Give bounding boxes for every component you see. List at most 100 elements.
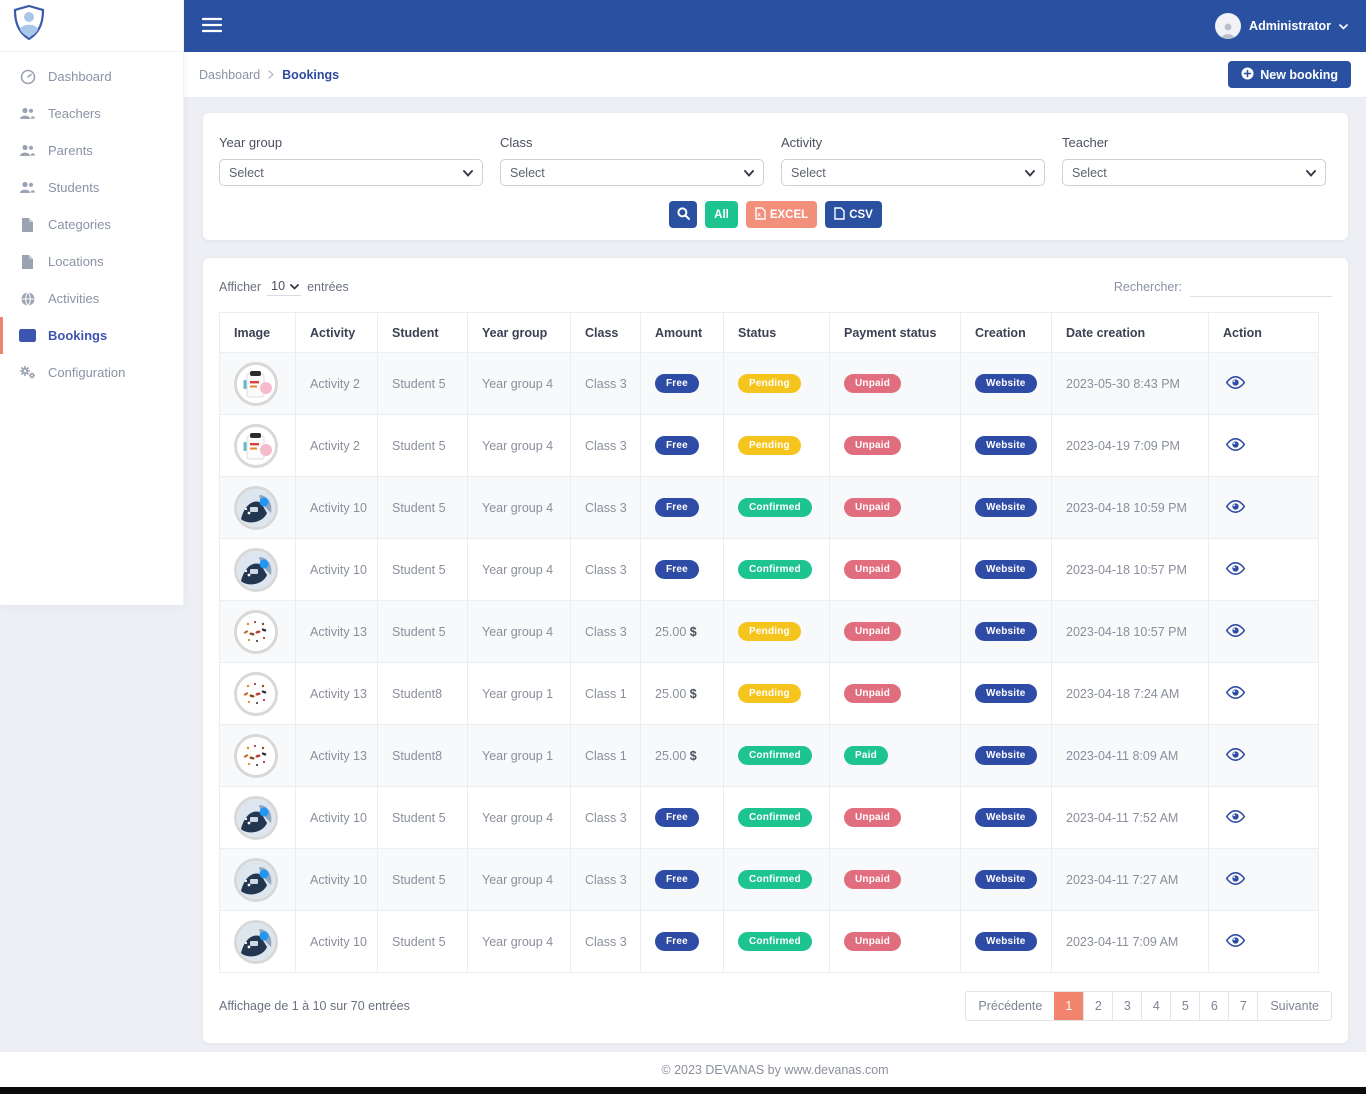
teacher-label: Teacher bbox=[1062, 135, 1109, 150]
payment-status-cell: Unpaid bbox=[829, 662, 961, 725]
view-booking-button[interactable] bbox=[1223, 931, 1248, 953]
search-input[interactable] bbox=[1190, 277, 1332, 297]
amount-value: 25.00 bbox=[655, 748, 690, 763]
user-menu[interactable]: Administrator bbox=[1215, 13, 1348, 39]
view-booking-button[interactable] bbox=[1223, 435, 1248, 457]
year-group-select-value: Select bbox=[229, 165, 264, 180]
status-badge: Confirmed bbox=[738, 932, 812, 951]
sidebar-item-configuration[interactable]: Configuration bbox=[0, 354, 183, 391]
view-booking-button[interactable] bbox=[1223, 373, 1248, 395]
table-row: Activity 2 Student 5 Year group 4 Class 3 Fr… bbox=[219, 352, 1319, 415]
student-cell: Student 5 bbox=[377, 414, 468, 477]
page-length-select[interactable]: 10 bbox=[267, 279, 302, 296]
pagination-page-3[interactable]: 3 bbox=[1112, 992, 1142, 1020]
chevron-down-icon bbox=[463, 166, 473, 180]
pagination-page-2[interactable]: 2 bbox=[1083, 992, 1113, 1020]
creation-cell: Website bbox=[960, 352, 1052, 415]
eye-icon bbox=[1225, 437, 1246, 455]
class-cell: Class 3 bbox=[570, 476, 641, 539]
student-cell: Student 5 bbox=[377, 600, 468, 663]
activity-select[interactable]: Select bbox=[781, 159, 1045, 186]
pagination-next-button[interactable]: Suivante bbox=[1257, 992, 1331, 1020]
action-cell bbox=[1208, 414, 1319, 477]
booking-image bbox=[234, 733, 278, 778]
sidebar-toggle-button[interactable] bbox=[201, 17, 223, 36]
status-cell: Confirmed bbox=[723, 724, 830, 787]
status-cell: Confirmed bbox=[723, 538, 830, 601]
booking-image bbox=[234, 485, 278, 530]
creation-badge: Website bbox=[975, 560, 1037, 579]
sidebar-item-categories[interactable]: Categories bbox=[0, 206, 183, 243]
free-badge: Free bbox=[655, 932, 699, 951]
hamburger-menu-icon bbox=[201, 17, 223, 36]
student-cell: Student8 bbox=[377, 724, 468, 787]
booking-image bbox=[234, 609, 278, 654]
action-cell bbox=[1208, 910, 1319, 973]
breadcrumb-dashboard[interactable]: Dashboard bbox=[199, 67, 261, 82]
year-group-cell: Year group 4 bbox=[467, 600, 571, 663]
new-booking-button[interactable]: New booking bbox=[1228, 61, 1351, 88]
action-cell bbox=[1208, 476, 1319, 539]
pagination-page-7[interactable]: 7 bbox=[1228, 992, 1258, 1020]
pagination-page-6[interactable]: 6 bbox=[1199, 992, 1229, 1020]
sidebar-item-bookings[interactable]: Bookings bbox=[0, 317, 183, 354]
svg-text:x: x bbox=[757, 211, 761, 218]
search-button[interactable] bbox=[669, 201, 698, 228]
activity-cell: Activity 10 bbox=[295, 910, 378, 973]
sidebar-item-activities[interactable]: Activities bbox=[0, 280, 183, 317]
class-cell: Class 3 bbox=[570, 848, 641, 911]
table-row: Activity 10 Student 5 Year group 4 Class 3 F… bbox=[219, 786, 1319, 849]
sidebar-item-locations[interactable]: Locations bbox=[0, 243, 183, 280]
column-header: Image bbox=[219, 312, 296, 353]
view-booking-button[interactable] bbox=[1223, 621, 1248, 643]
sidebar-item-students[interactable]: Students bbox=[0, 169, 183, 206]
app-logo[interactable] bbox=[0, 0, 183, 52]
filter-field-teacher: Teacher Select bbox=[1062, 129, 1326, 186]
all-button[interactable]: All bbox=[705, 201, 738, 228]
csv-export-button[interactable]: CSV bbox=[825, 201, 882, 228]
currency-symbol: $ bbox=[689, 624, 697, 639]
date-creation-cell: 2023-04-11 7:09 AM bbox=[1051, 910, 1209, 973]
view-booking-button[interactable] bbox=[1223, 683, 1248, 705]
booking-image-cell bbox=[219, 476, 296, 539]
amount-value: 25.00 bbox=[655, 686, 690, 701]
pagination-page-5[interactable]: 5 bbox=[1170, 992, 1200, 1020]
amount-cell: Free bbox=[640, 786, 724, 849]
year-group-cell: Year group 4 bbox=[467, 476, 571, 539]
sidebar-item-parents[interactable]: Parents bbox=[0, 132, 183, 169]
globe-icon bbox=[19, 290, 36, 307]
view-booking-button[interactable] bbox=[1223, 497, 1248, 519]
table-search-control: Rechercher: bbox=[1114, 277, 1332, 297]
free-badge: Free bbox=[655, 436, 699, 455]
view-booking-button[interactable] bbox=[1223, 869, 1248, 891]
class-cell: Class 1 bbox=[570, 662, 641, 725]
pagination-page-1[interactable]: 1 bbox=[1054, 992, 1084, 1020]
table-row: Activity 10 Student 5 Year group 4 Class 3 F… bbox=[219, 910, 1319, 973]
payment-status-badge: Unpaid bbox=[844, 808, 902, 827]
sidebar-item-label: Dashboard bbox=[48, 69, 112, 84]
breadcrumb: Dashboard Bookings bbox=[199, 68, 339, 82]
pagination-previous-button[interactable]: Précédente bbox=[966, 992, 1055, 1020]
view-booking-button[interactable] bbox=[1223, 807, 1248, 829]
view-booking-button[interactable] bbox=[1223, 559, 1248, 581]
sidebar-item-teachers[interactable]: Teachers bbox=[0, 95, 183, 132]
payment-status-badge: Unpaid bbox=[844, 684, 902, 703]
excel-export-button[interactable]: x EXCEL bbox=[745, 201, 818, 228]
amount-cell: Free bbox=[640, 848, 724, 911]
year-group-select[interactable]: Select bbox=[219, 159, 483, 186]
sidebar-item-dashboard[interactable]: Dashboard bbox=[0, 58, 183, 95]
class-cell: Class 1 bbox=[570, 724, 641, 787]
teacher-select[interactable]: Select bbox=[1062, 159, 1326, 186]
activity-cell: Activity 13 bbox=[295, 600, 378, 663]
year-group-cell: Year group 1 bbox=[467, 662, 571, 725]
class-select[interactable]: Select bbox=[500, 159, 764, 186]
table-row: Activity 10 Student 5 Year group 4 Class 3 F… bbox=[219, 538, 1319, 601]
bottom-bar bbox=[0, 1087, 1366, 1094]
filter-field-year-group: Year group Select bbox=[219, 129, 483, 186]
pagination-page-4[interactable]: 4 bbox=[1141, 992, 1171, 1020]
year-group-cell: Year group 4 bbox=[467, 538, 571, 601]
status-badge: Confirmed bbox=[738, 498, 812, 517]
sidebar-item-label: Teachers bbox=[48, 106, 101, 121]
view-booking-button[interactable] bbox=[1223, 745, 1248, 767]
